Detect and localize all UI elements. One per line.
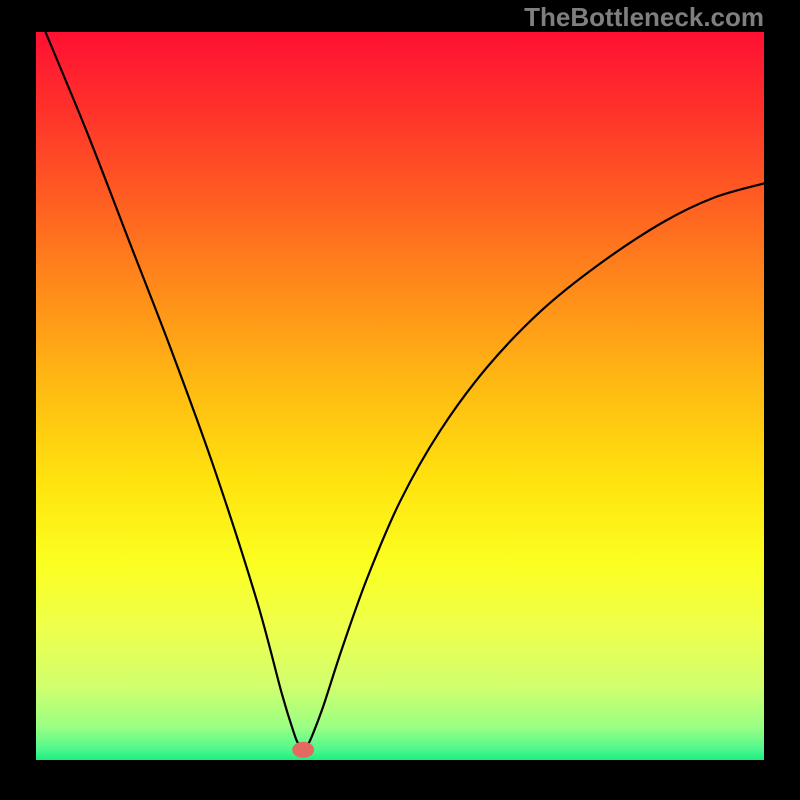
plot-area <box>36 32 764 760</box>
watermark-text: TheBottleneck.com <box>524 2 764 33</box>
chart-frame: TheBottleneck.com <box>0 0 800 800</box>
optimum-marker <box>292 742 314 758</box>
curve-layer <box>36 32 764 760</box>
bottleneck-curve <box>45 32 764 750</box>
